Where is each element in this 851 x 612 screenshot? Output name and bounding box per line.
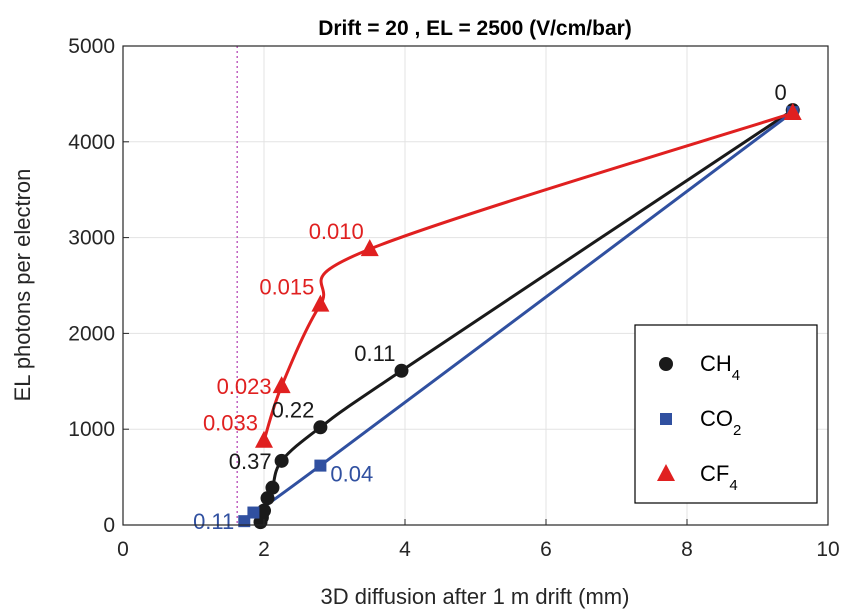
point-annotation: 0.11 [193, 509, 234, 534]
point-annotation: 0.023 [217, 374, 272, 399]
co2-legend-marker [660, 413, 672, 425]
x-tick-label: 8 [681, 538, 693, 561]
x-axis-ticks: 0 2 4 6 8 10 [117, 519, 840, 561]
point-annotation: 0.015 [259, 275, 314, 300]
cf4-legend-marker [657, 464, 675, 481]
ch4-point [394, 363, 409, 378]
x-tick-label: 4 [399, 538, 411, 561]
ch4-point [274, 453, 289, 468]
cf4-point [360, 239, 379, 257]
y-tick-label: 5000 [68, 35, 115, 58]
x-axis-title: 3D diffusion after 1 m drift (mm) [321, 584, 630, 609]
point-annotation: 0.033 [203, 411, 258, 436]
co2-point [238, 515, 251, 528]
cf4-legend-label: CF4 [700, 461, 738, 494]
chart-title: Drift = 20 , EL = 2500 (V/cm/bar) [318, 17, 632, 40]
y-axis-title: EL photons per electron [10, 169, 35, 402]
ch4-point [260, 491, 275, 506]
x-tick-label: 10 [816, 538, 839, 561]
ch4-legend-label: CH4 [700, 351, 740, 384]
y-tick-label: 1000 [68, 418, 115, 441]
ch4-legend-marker [659, 357, 673, 371]
point-annotation: 0.04 [330, 462, 373, 487]
x-tick-label: 2 [258, 538, 270, 561]
y-tick-label: 0 [103, 514, 115, 537]
y-tick-label: 2000 [68, 322, 115, 345]
cf4-point [311, 294, 330, 312]
co2-point [314, 459, 327, 472]
co2-point [247, 506, 260, 519]
ch4-point [265, 480, 280, 495]
legend: CH4 CO2 CF4 [634, 324, 818, 504]
y-axis-ticks: 0 1000 2000 3000 4000 5000 [68, 35, 129, 537]
y-tick-label: 4000 [68, 131, 115, 154]
point-annotation: 0 [775, 80, 787, 105]
point-annotation: 0.37 [229, 449, 272, 474]
grid [122, 45, 829, 526]
ch4-point [313, 420, 328, 435]
cf4-point [272, 376, 291, 394]
point-annotation: 0.22 [272, 397, 315, 422]
x-tick-label: 0 [117, 538, 129, 561]
x-tick-label: 6 [540, 538, 552, 561]
ch4-point [257, 503, 271, 518]
co2-legend-label: CO2 [700, 406, 741, 439]
y-tick-label: 3000 [68, 227, 115, 250]
point-annotation: 0.11 [354, 341, 395, 366]
point-annotations: 0 0.11 0.22 0.37 0.04 0.11 0.010 0.015 0.023 0.03… [193, 80, 787, 534]
cf4-point [255, 430, 273, 448]
cf4-point [783, 103, 802, 121]
point-annotation: 0.010 [309, 219, 364, 244]
plot-frame [122, 45, 829, 526]
series-markers [238, 103, 802, 530]
